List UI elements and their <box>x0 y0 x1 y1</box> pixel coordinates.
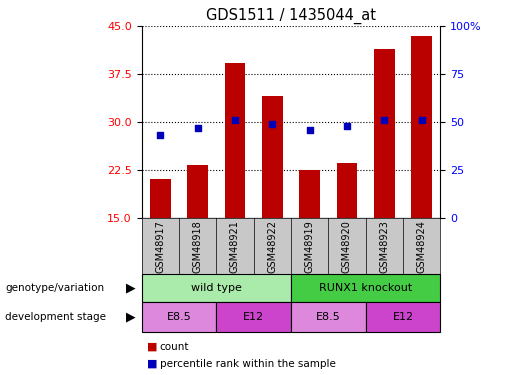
Point <box>231 117 239 123</box>
Point <box>156 132 164 138</box>
Text: RUNX1 knockout: RUNX1 knockout <box>319 283 413 293</box>
Point <box>268 121 277 127</box>
Text: count: count <box>160 342 189 352</box>
Text: GSM48921: GSM48921 <box>230 220 240 273</box>
Bar <box>225 63 245 217</box>
Text: GSM48922: GSM48922 <box>267 220 277 273</box>
Bar <box>142 274 291 302</box>
Text: GSM48917: GSM48917 <box>156 220 165 273</box>
Text: ▶: ▶ <box>126 281 135 294</box>
Text: wild type: wild type <box>191 283 242 293</box>
Bar <box>411 36 432 218</box>
Text: GSM48923: GSM48923 <box>380 220 389 273</box>
Bar <box>262 96 283 218</box>
Text: E12: E12 <box>243 312 264 322</box>
Text: E8.5: E8.5 <box>166 312 192 322</box>
Point <box>418 117 426 123</box>
Text: GSM48920: GSM48920 <box>342 220 352 273</box>
Text: ■: ■ <box>147 359 157 369</box>
Text: E8.5: E8.5 <box>316 312 341 322</box>
Text: percentile rank within the sample: percentile rank within the sample <box>160 359 336 369</box>
Bar <box>291 302 366 332</box>
Text: GSM48918: GSM48918 <box>193 220 202 273</box>
Bar <box>374 49 394 217</box>
Bar <box>337 164 357 218</box>
Text: GSM48924: GSM48924 <box>417 220 426 273</box>
Title: GDS1511 / 1435044_at: GDS1511 / 1435044_at <box>206 7 376 24</box>
Bar <box>216 302 291 332</box>
Text: development stage: development stage <box>5 312 106 322</box>
Bar <box>291 274 440 302</box>
Text: ■: ■ <box>147 342 157 352</box>
Bar <box>299 170 320 217</box>
Bar <box>142 302 216 332</box>
Point <box>305 126 314 132</box>
Bar <box>366 302 440 332</box>
Bar <box>187 165 208 218</box>
Point <box>380 117 388 123</box>
Text: genotype/variation: genotype/variation <box>5 283 104 293</box>
Point <box>343 123 351 129</box>
Bar <box>150 179 170 218</box>
Text: E12: E12 <box>392 312 414 322</box>
Text: GSM48919: GSM48919 <box>305 220 315 273</box>
Point <box>194 124 202 130</box>
Text: ▶: ▶ <box>126 310 135 323</box>
